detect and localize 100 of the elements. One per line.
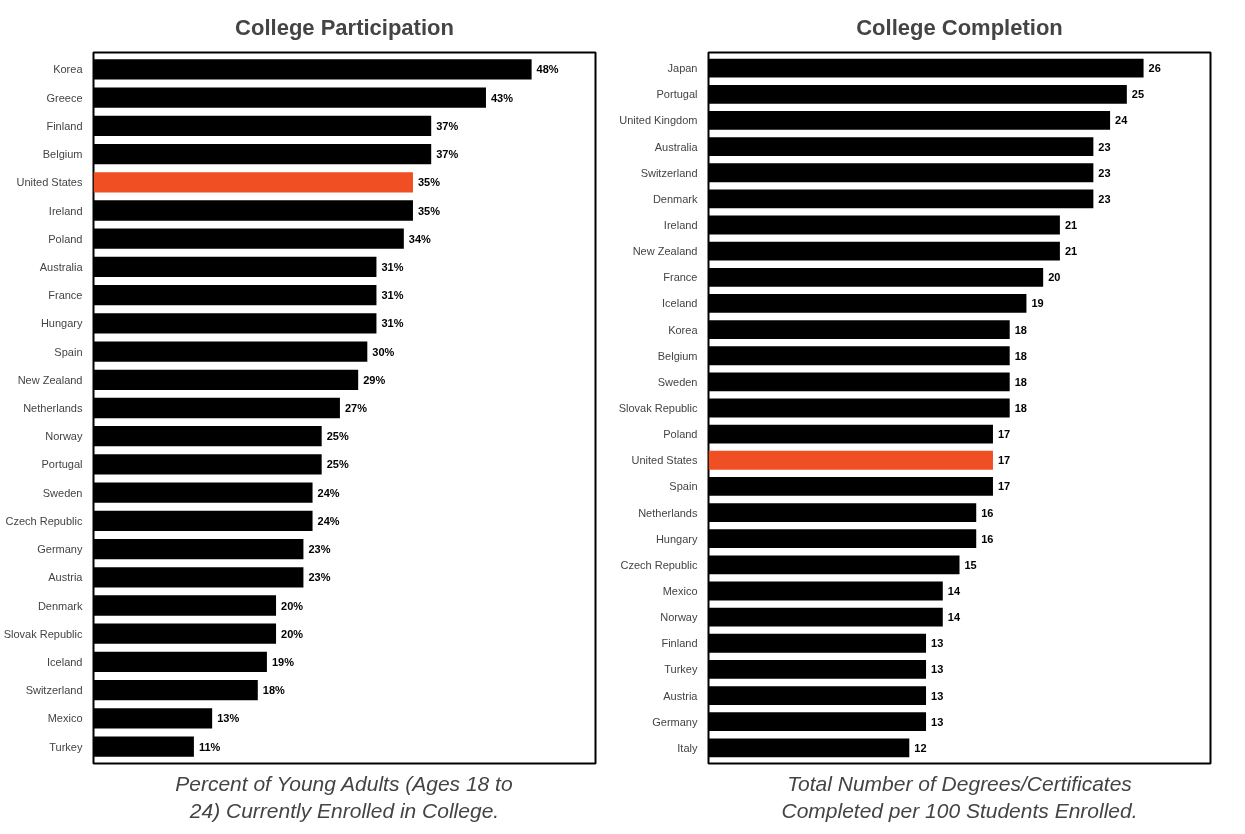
data-label: 21 [1064,245,1078,258]
data-label: 18 [1014,349,1027,362]
data-label: 20% [281,599,304,612]
data-label: 29% [363,373,386,386]
data-label: 31% [381,260,404,273]
data-label: 17 [997,454,1011,467]
y-tick-label: Denmark [652,192,698,205]
data-label: 23 [1098,140,1111,153]
y-tick-label: France [48,289,83,302]
y-tick-label: Hungary [40,317,83,330]
data-label: 48% [536,63,559,76]
data-label: 13 [931,715,944,728]
y-tick-label: Iceland [662,297,698,310]
y-tick-label: Norway [45,430,83,443]
data-label: 16 [981,532,994,545]
y-tick-label: Mexico [47,712,83,725]
x-axis-title: Total Number of Degrees/Certificates Completed per 100 Students Enrolled. [781,771,1138,823]
y-tick-label: Korea [668,323,699,336]
data-label: 25% [326,458,349,471]
data-label: 37% [436,119,459,132]
data-label: 34% [408,232,432,245]
data-label: 18% [262,684,286,697]
y-tick-label: Spain [669,480,698,493]
data-label: 18 [1014,375,1027,388]
data-label: 17 [997,480,1011,493]
data-label: 23% [308,543,331,556]
y-tick-label: Czech Republic [620,558,698,571]
y-tick-label: Mexico [662,584,698,597]
data-label: 20 [1048,271,1061,284]
y-tick-label: Finland [46,119,83,132]
data-label: 31% [381,289,404,302]
y-tick-label: Portugal [656,88,698,101]
data-label: 25 [1131,88,1145,101]
data-label: 17 [997,428,1011,441]
y-tick-label: Australia [39,260,84,273]
y-tick-label: Sweden [657,375,698,388]
y-tick-label: Italy [677,741,698,754]
data-label: 14 [947,584,961,597]
chart-title: College Completion [856,15,1063,40]
data-label: 20% [281,627,304,640]
data-label: 23 [1098,192,1111,205]
data-label: 16 [981,506,994,519]
y-tick-label: Korea [53,63,84,76]
data-label: 30% [372,345,395,358]
y-tick-label: United States [631,454,698,467]
y-tick-label: Hungary [655,532,698,545]
y-tick-label: Iceland [47,655,83,668]
y-tick-label: Germany [652,715,698,728]
y-tick-label: Netherlands [638,506,698,519]
data-label: 18 [1014,323,1027,336]
y-tick-label: Switzerland [25,684,83,697]
data-label: 13 [931,689,944,702]
data-label: 19% [271,655,295,668]
y-tick-label: Ireland [663,219,698,232]
y-tick-label: Poland [663,428,698,441]
y-tick-label: Turkey [49,740,83,753]
y-tick-label: Czech Republic [5,514,83,527]
data-label: 26 [1148,62,1161,75]
y-tick-label: United Kingdom [619,114,698,127]
y-tick-label: Norway [660,611,698,624]
data-label: 13 [931,637,944,650]
y-tick-label: Austria [48,571,84,584]
y-tick-label: Slovak Republic [618,402,698,414]
y-tick-label: Greece [46,91,83,104]
x-axis-title: Percent of Young Adults (Ages 18 to 24) Currently Enrolled in College. [175,771,513,823]
data-label: 24% [317,486,340,499]
y-tick-label: Ireland [48,204,83,217]
chart-title: College Participation [235,15,454,40]
y-tick-label: Netherlands [23,402,83,414]
bar [708,450,993,470]
y-tick-label: Germany [37,543,83,556]
y-tick-label: Australia [654,140,699,153]
y-tick-label: New Zealand [632,245,698,258]
data-label: 43% [490,91,514,104]
data-label: 12 [914,741,927,754]
data-label: 35% [417,176,441,189]
data-label: 24 [1115,114,1129,127]
y-tick-label: Finland [661,637,698,650]
y-tick-label: Poland [48,232,83,245]
data-label: 19 [1031,297,1044,310]
y-tick-label: Switzerland [640,166,698,179]
y-tick-label: Turkey [664,663,698,676]
y-tick-label: Sweden [42,486,83,499]
data-label: 27% [344,402,368,414]
y-tick-label: Spain [54,345,83,358]
y-tick-label: United States [16,176,83,189]
y-tick-label: New Zealand [17,373,83,386]
y-tick-label: Belgium [657,349,698,362]
y-tick-label: Slovak Republic [3,627,83,640]
y-tick-label: Japan [667,62,698,75]
data-label: 37% [436,148,459,161]
data-label: 15 [964,558,977,571]
data-label: 13 [931,663,944,676]
data-label: 35% [417,204,441,217]
data-label: 21 [1064,219,1078,232]
data-label: 24% [317,514,340,527]
data-label: 18 [1014,402,1027,414]
data-label: 23% [308,571,331,584]
data-label: 11% [198,740,221,753]
data-label: 13% [217,712,240,725]
